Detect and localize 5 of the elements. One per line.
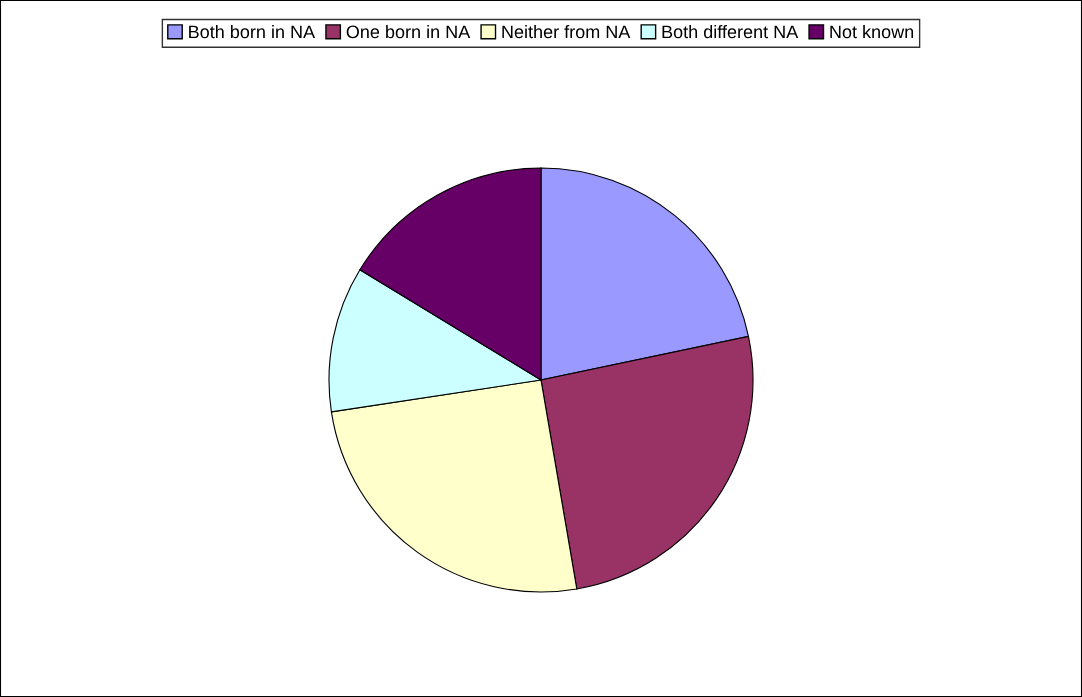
legend-label: Not known [830,25,914,39]
legend-label: Neither from NA [502,25,631,39]
legend-label: Both different NA [662,25,799,39]
legend-label: One born in NA [346,25,471,39]
legend-label: Both born in NA [189,25,316,39]
